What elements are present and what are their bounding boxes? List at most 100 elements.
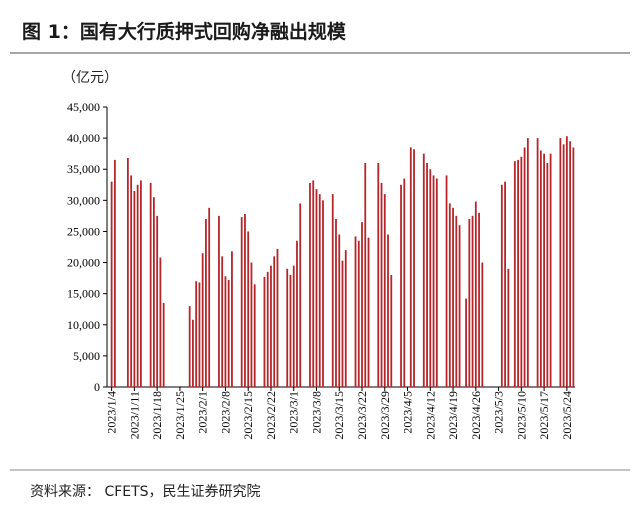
bar [403, 178, 406, 387]
bar [299, 203, 302, 387]
bar [458, 225, 461, 387]
bar [383, 194, 386, 387]
bar [536, 138, 539, 387]
bar [270, 265, 272, 387]
bar [452, 207, 454, 387]
x-tick-label: 2023/3/15 [332, 391, 346, 440]
bar [156, 215, 159, 387]
bar [435, 178, 438, 387]
bar [455, 215, 458, 387]
source-note: 资料来源： CFETS，民生证券研究院 [30, 484, 261, 500]
bar [244, 214, 246, 387]
bar [159, 257, 162, 387]
bar [572, 147, 575, 387]
bar [380, 182, 383, 387]
bar [315, 189, 318, 387]
bar [263, 276, 266, 387]
bar [543, 153, 546, 387]
bar [526, 138, 529, 387]
bar [218, 215, 220, 387]
bar [149, 182, 152, 387]
bar [504, 181, 506, 387]
bar [208, 207, 211, 387]
bar [465, 298, 467, 387]
bar [195, 281, 198, 387]
bar [113, 159, 116, 387]
y-tick-label: 45,000 [67, 100, 100, 114]
x-tick-label: 2023/3/29 [378, 391, 392, 440]
bar [422, 153, 425, 387]
y-tick-label: 0 [94, 380, 100, 394]
bar [344, 250, 347, 387]
y-tick-label: 25,000 [67, 224, 100, 238]
bar [361, 222, 363, 387]
bar [296, 240, 298, 387]
y-tick-label: 10,000 [67, 318, 100, 332]
bar [341, 260, 344, 387]
y-axis-label: （亿元） [62, 70, 118, 86]
bar [289, 275, 292, 387]
bar [273, 256, 276, 387]
bar [565, 136, 568, 387]
bar [569, 141, 572, 387]
bar [338, 234, 341, 387]
bar [513, 161, 516, 387]
x-tick-label: 2023/1/4 [105, 391, 119, 434]
bar [429, 169, 432, 387]
bar [152, 197, 155, 387]
bar [133, 191, 136, 387]
x-tick-label: 2023/4/19 [446, 391, 460, 440]
chart-title: 图 1：国有大行质押式回购净融出规模 [22, 20, 347, 43]
x-tick-label: 2023/1/11 [127, 391, 141, 439]
bar [426, 163, 428, 387]
x-tick-label: 2023/5/10 [514, 391, 528, 440]
x-tick-label: 2023/4/12 [423, 391, 437, 440]
bar [126, 158, 129, 387]
bar [400, 184, 402, 387]
bar [276, 248, 279, 387]
bar [231, 251, 233, 387]
bar [546, 163, 549, 387]
bar [224, 276, 227, 387]
bar [474, 201, 477, 387]
bar [539, 150, 542, 387]
bar [507, 268, 510, 387]
bar [478, 212, 480, 387]
bar [205, 219, 207, 387]
x-tick-label: 2023/5/17 [537, 391, 551, 440]
bar [445, 175, 448, 387]
bar [481, 262, 484, 387]
x-tick-label: 2023/3/8 [309, 391, 323, 434]
bar [354, 236, 357, 387]
y-tick-label: 40,000 [67, 131, 100, 145]
bar [247, 231, 250, 387]
bar [331, 194, 334, 387]
bar [390, 275, 393, 387]
bar [409, 147, 412, 387]
bar [520, 156, 523, 387]
x-tick-label: 2023/4/5 [401, 391, 415, 434]
bar [266, 271, 269, 387]
bar [201, 253, 204, 387]
y-tick-label: 35,000 [67, 162, 100, 176]
bar [387, 234, 389, 387]
bar [227, 279, 230, 387]
bar [130, 175, 133, 387]
bar [335, 219, 337, 387]
bar [367, 237, 370, 387]
bar [198, 282, 201, 387]
x-tick-label: 2023/5/24 [560, 391, 574, 440]
bar [309, 182, 311, 387]
y-tick-label: 20,000 [67, 256, 100, 270]
bar [240, 217, 243, 387]
bar [188, 306, 191, 387]
bar [413, 149, 415, 387]
bar [292, 265, 295, 387]
x-tick-label: 2023/2/22 [264, 391, 278, 440]
y-tick-label: 30,000 [67, 193, 100, 207]
bar [468, 219, 471, 387]
bar [322, 200, 324, 387]
x-tick-label: 2023/4/26 [469, 391, 483, 440]
bar [139, 180, 142, 387]
